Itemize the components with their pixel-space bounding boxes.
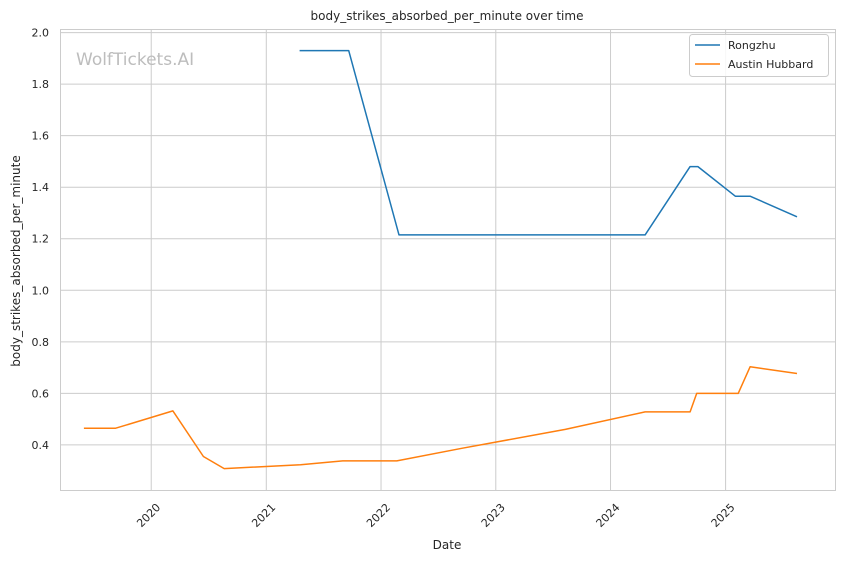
legend-label-rongzhu: Rongzhu: [728, 39, 776, 52]
series-line-austin-hubbard: [83, 366, 798, 470]
x-tick-label: 2025: [709, 501, 738, 530]
y-tick-label: 1.6: [32, 130, 50, 143]
y-axis-label: body_strikes_absorbed_per_minute: [9, 155, 23, 366]
y-gridlines: [61, 32, 835, 446]
y-tick-label: 0.6: [32, 387, 50, 400]
legend-box: [689, 34, 829, 77]
y-tick-labels: 0.4 0.6 0.8 1.0 1.2 1.4 1.6 1.8 2.0: [32, 27, 50, 452]
series-line-rongzhu: [299, 49, 798, 236]
plot-frame: [60, 29, 836, 491]
series-lines: [83, 49, 798, 470]
watermark-text: WolfTickets.AI: [76, 50, 194, 70]
legend: Rongzhu Austin Hubbard: [689, 34, 829, 77]
x-tick-label: 2024: [594, 501, 623, 530]
y-tick-label: 1.8: [32, 78, 50, 91]
x-tick-labels: 2020 2021 2022 2023 2024 2025: [134, 501, 737, 530]
x-tick-label: 2022: [364, 501, 393, 530]
chart-title: body_strikes_absorbed_per_minute over ti…: [311, 9, 584, 23]
x-axis-label: Date: [433, 538, 462, 552]
y-tick-label: 1.0: [32, 284, 50, 297]
x-tick-label: 2020: [134, 501, 163, 530]
y-tick-label: 0.4: [32, 439, 50, 452]
y-tick-label: 0.8: [32, 336, 50, 349]
y-tick-label: 2.0: [32, 27, 50, 40]
x-tick-label: 2023: [479, 501, 508, 530]
y-tick-label: 1.2: [32, 233, 50, 246]
x-gridlines: [150, 30, 727, 490]
y-tick-label: 1.4: [32, 181, 50, 194]
legend-label-austin-hubbard: Austin Hubbard: [728, 58, 813, 71]
x-tick-label: 2021: [249, 501, 278, 530]
